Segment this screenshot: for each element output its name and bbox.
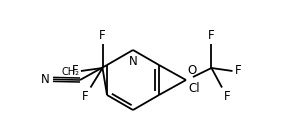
Text: O: O	[187, 64, 196, 77]
Text: F: F	[208, 29, 215, 42]
Text: F: F	[99, 29, 106, 42]
Text: Cl: Cl	[188, 82, 200, 95]
Text: F: F	[224, 90, 231, 103]
Text: F: F	[82, 90, 88, 103]
Text: F: F	[72, 64, 79, 78]
Text: F: F	[234, 64, 241, 78]
Text: N: N	[41, 73, 50, 86]
Text: CH₂: CH₂	[61, 67, 79, 77]
Text: N: N	[128, 55, 137, 68]
